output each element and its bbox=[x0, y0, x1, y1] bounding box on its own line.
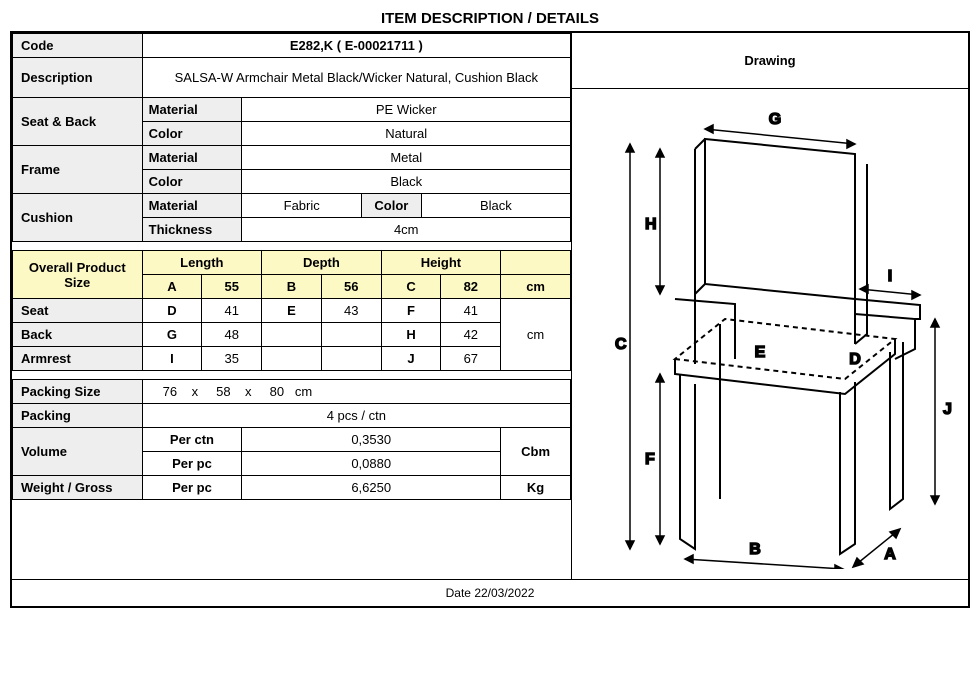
svg-text:A: A bbox=[884, 546, 896, 563]
packing-table: Packing Size 76 x 58 x 80 cm Packing 4 p… bbox=[12, 379, 571, 500]
label-code: Code bbox=[13, 34, 143, 58]
value-cushion-thickness: 4cm bbox=[242, 218, 571, 242]
label-material: Material bbox=[142, 98, 242, 122]
svg-text:H: H bbox=[645, 216, 657, 233]
value-seatback-material: PE Wicker bbox=[242, 98, 571, 122]
row-code: Code E282,K ( E-00021711 ) bbox=[13, 34, 571, 58]
svg-text:G: G bbox=[769, 111, 781, 128]
label-frame: Frame bbox=[13, 146, 143, 194]
value-description: SALSA-W Armchair Metal Black/Wicker Natu… bbox=[142, 58, 570, 98]
row-packing: Packing 4 pcs / ctn bbox=[13, 404, 571, 428]
row-back-dim: Back G48 H42 bbox=[13, 323, 571, 347]
page-title: ITEM DESCRIPTION / DETAILS bbox=[10, 10, 970, 27]
row-description: Description SALSA-W Armchair Metal Black… bbox=[13, 58, 571, 98]
dimensions-table: Overall Product Size Length Depth Height… bbox=[12, 250, 571, 371]
value-packing-size: 76 x 58 x 80 cm bbox=[142, 380, 570, 404]
row-seat-dim: Seat D41 E43 F41 cm bbox=[13, 299, 571, 323]
value-seatback-color: Natural bbox=[242, 122, 571, 146]
row-seatback-material: Seat & Back Material PE Wicker bbox=[13, 98, 571, 122]
spec-table-container: Code E282,K ( E-00021711 ) Description S… bbox=[12, 33, 572, 579]
row-volume-ctn: Volume Per ctn 0,3530 Cbm bbox=[13, 428, 571, 452]
svg-text:I: I bbox=[888, 268, 892, 285]
label-description: Description bbox=[13, 58, 143, 98]
chair-drawing-icon: G C H F bbox=[585, 99, 955, 569]
svg-text:D: D bbox=[849, 351, 861, 368]
drawing-box: G C H F bbox=[572, 89, 968, 579]
label-color: Color bbox=[142, 122, 242, 146]
label-cushion: Cushion bbox=[13, 194, 143, 242]
value-cushion-color: Black bbox=[421, 194, 570, 218]
svg-text:B: B bbox=[749, 541, 761, 558]
row-frame-material: Frame Material Metal bbox=[13, 146, 571, 170]
label-seat-back: Seat & Back bbox=[13, 98, 143, 146]
outer-frame: Code E282,K ( E-00021711 ) Description S… bbox=[10, 31, 970, 608]
svg-text:F: F bbox=[645, 451, 655, 468]
drawing-header: Drawing bbox=[572, 33, 968, 89]
label-overall: Overall Product Size bbox=[13, 251, 143, 299]
value-frame-color: Black bbox=[242, 170, 571, 194]
date-row: Date 22/03/2022 bbox=[12, 579, 968, 606]
value-frame-material: Metal bbox=[242, 146, 571, 170]
row-armrest-dim: Armrest I35 J67 bbox=[13, 347, 571, 371]
page: ITEM DESCRIPTION / DETAILS Code E282,K (… bbox=[10, 10, 970, 608]
row-dim-header: Overall Product Size Length Depth Height bbox=[13, 251, 571, 275]
row-weight: Weight / Gross Per pc 6,6250 Kg bbox=[13, 476, 571, 500]
label-thickness: Thickness bbox=[142, 218, 242, 242]
value-cushion-material: Fabric bbox=[242, 194, 361, 218]
row-cushion-material: Cushion Material Fabric Color Black bbox=[13, 194, 571, 218]
row-packing-size: Packing Size 76 x 58 x 80 cm bbox=[13, 380, 571, 404]
svg-text:J: J bbox=[943, 401, 952, 418]
spec-table-1: Code E282,K ( E-00021711 ) Description S… bbox=[12, 33, 571, 242]
svg-text:E: E bbox=[755, 344, 766, 361]
drawing-panel: Drawing bbox=[572, 33, 968, 579]
svg-text:C: C bbox=[615, 336, 627, 353]
value-code: E282,K ( E-00021711 ) bbox=[142, 34, 570, 58]
